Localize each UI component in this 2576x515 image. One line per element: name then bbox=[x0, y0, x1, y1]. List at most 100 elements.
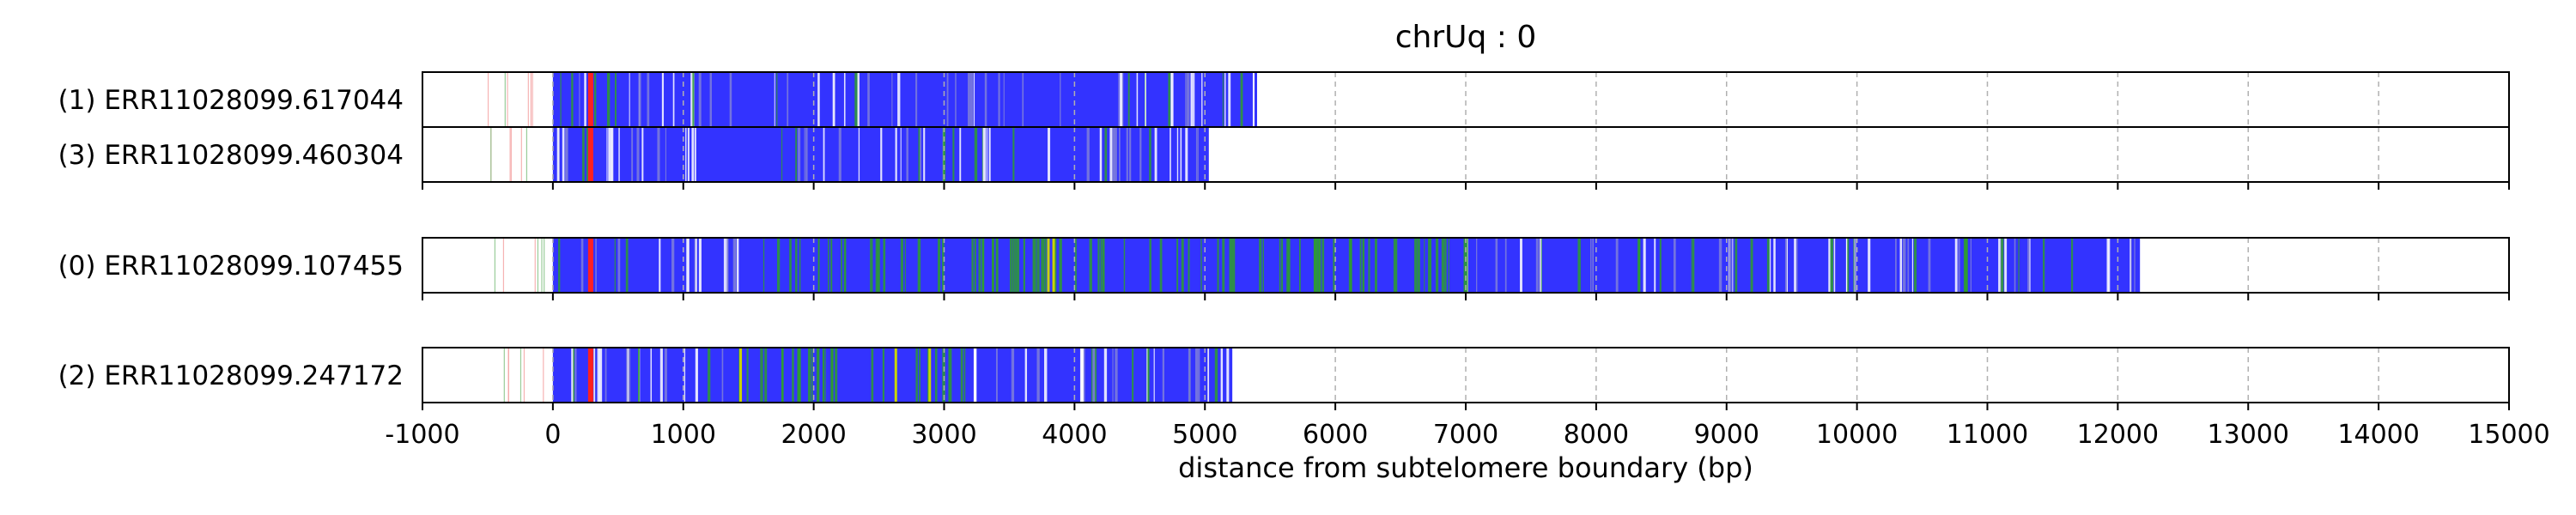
variant-stripe bbox=[1102, 238, 1105, 293]
variant-stripe bbox=[917, 238, 921, 293]
variant-stripe bbox=[1228, 72, 1231, 127]
variant-stripe bbox=[798, 127, 801, 182]
variant-stripe bbox=[1170, 72, 1173, 127]
variant-stripe bbox=[1022, 72, 1024, 127]
variant-stripe bbox=[1170, 127, 1171, 182]
variant-stripe bbox=[1217, 238, 1219, 293]
variant-stripe bbox=[1044, 238, 1047, 293]
tick-label: 15000 bbox=[2468, 420, 2549, 450]
subtel-mark bbox=[487, 72, 489, 127]
subtel-mark bbox=[503, 348, 505, 403]
variant-stripe bbox=[691, 127, 695, 182]
variant-stripe bbox=[2001, 238, 2004, 293]
read-bar bbox=[552, 348, 1233, 403]
variant-stripe bbox=[1590, 238, 1592, 293]
tick-label: 13000 bbox=[2208, 420, 2289, 450]
variant-stripe bbox=[556, 127, 560, 182]
variant-stripe bbox=[1132, 348, 1134, 403]
variant-stripe bbox=[625, 238, 629, 293]
track-panels: (1) ERR11028099.617044 (3) ERR11028099.46… bbox=[58, 71, 2510, 403]
variant-stripe bbox=[1180, 127, 1182, 182]
variant-stripe bbox=[838, 127, 841, 182]
variant-stripe bbox=[915, 348, 918, 403]
variant-stripe bbox=[631, 127, 634, 182]
tick-label: 6000 bbox=[1303, 420, 1368, 450]
variant-stripe bbox=[1043, 348, 1048, 403]
variant-stripe bbox=[1222, 72, 1224, 127]
variant-stripe bbox=[1176, 238, 1179, 293]
read-bar bbox=[552, 238, 2141, 293]
tick-label: 5000 bbox=[1172, 420, 1237, 450]
variant-stripe bbox=[1315, 238, 1319, 293]
variant-stripe bbox=[1766, 238, 1770, 293]
variant-stripe bbox=[1201, 72, 1203, 127]
variant-stripe bbox=[1015, 238, 1017, 293]
variant-stripe bbox=[629, 72, 630, 127]
variant-stripe bbox=[1637, 238, 1641, 293]
variant-stripe bbox=[764, 348, 768, 403]
variant-stripe bbox=[811, 348, 813, 403]
variant-stripe bbox=[614, 238, 616, 293]
variant-stripe bbox=[1033, 238, 1036, 293]
variant-stripe bbox=[580, 238, 584, 293]
tick-label: 8000 bbox=[1564, 420, 1629, 450]
variant-stripe bbox=[1441, 238, 1445, 293]
tick-label: 2000 bbox=[781, 420, 846, 450]
marker-red bbox=[587, 72, 593, 127]
variant-stripe bbox=[867, 72, 870, 127]
variant-stripe bbox=[781, 127, 783, 182]
variant-stripe bbox=[1417, 238, 1420, 293]
subtel-mark bbox=[526, 127, 528, 182]
variant-stripe bbox=[614, 72, 617, 127]
variant-stripe bbox=[1313, 238, 1316, 293]
variant-stripe bbox=[1197, 127, 1199, 182]
variant-stripe bbox=[1535, 238, 1539, 293]
subtel-mark bbox=[523, 348, 526, 403]
variant-stripe bbox=[2027, 238, 2030, 293]
variant-stripe bbox=[858, 127, 860, 182]
variant-stripe bbox=[960, 348, 963, 403]
variant-stripe bbox=[698, 238, 702, 293]
variant-stripe bbox=[1023, 238, 1025, 293]
variant-stripe bbox=[1318, 238, 1321, 293]
variant-stripe bbox=[799, 238, 801, 293]
tick-label: 12000 bbox=[2077, 420, 2159, 450]
variant-stripe bbox=[805, 127, 808, 182]
tick-label: 14000 bbox=[2337, 420, 2419, 450]
variant-stripe bbox=[1146, 348, 1148, 403]
variant-stripe bbox=[1154, 127, 1157, 182]
variant-stripe bbox=[992, 238, 994, 293]
variant-stripe bbox=[696, 348, 698, 403]
variant-stripe bbox=[1464, 238, 1466, 293]
variant-stripe bbox=[831, 348, 834, 403]
variant-stripe bbox=[1168, 72, 1171, 127]
variant-stripe bbox=[955, 72, 957, 127]
variant-stripe bbox=[871, 348, 874, 403]
variant-stripe bbox=[1577, 238, 1581, 293]
variant-stripe bbox=[1226, 348, 1230, 403]
variant-stripe bbox=[928, 348, 932, 403]
variant-stripe bbox=[1253, 72, 1255, 127]
variant-stripe bbox=[709, 72, 712, 127]
variant-stripe bbox=[1181, 238, 1184, 293]
variant-stripe bbox=[1013, 238, 1016, 293]
variant-stripe bbox=[1024, 348, 1028, 403]
variant-stripe bbox=[1965, 238, 1968, 293]
variant-stripe bbox=[2018, 238, 2020, 293]
variant-stripe bbox=[1139, 127, 1142, 182]
marker-red bbox=[587, 127, 593, 182]
variant-stripe bbox=[946, 72, 949, 127]
variant-stripe bbox=[1728, 238, 1732, 293]
variant-stripe bbox=[1998, 238, 2002, 293]
variant-stripe bbox=[776, 238, 781, 293]
variant-stripe bbox=[1963, 238, 1967, 293]
variant-stripe bbox=[854, 72, 858, 127]
marker-red bbox=[587, 348, 593, 403]
variant-stripe bbox=[1100, 238, 1102, 293]
variant-stripe bbox=[1012, 127, 1015, 182]
variant-stripe bbox=[1846, 238, 1850, 293]
variant-stripe bbox=[609, 127, 612, 182]
variant-stripe bbox=[875, 238, 879, 293]
variant-stripe bbox=[959, 127, 962, 182]
variant-stripe bbox=[1047, 238, 1050, 293]
